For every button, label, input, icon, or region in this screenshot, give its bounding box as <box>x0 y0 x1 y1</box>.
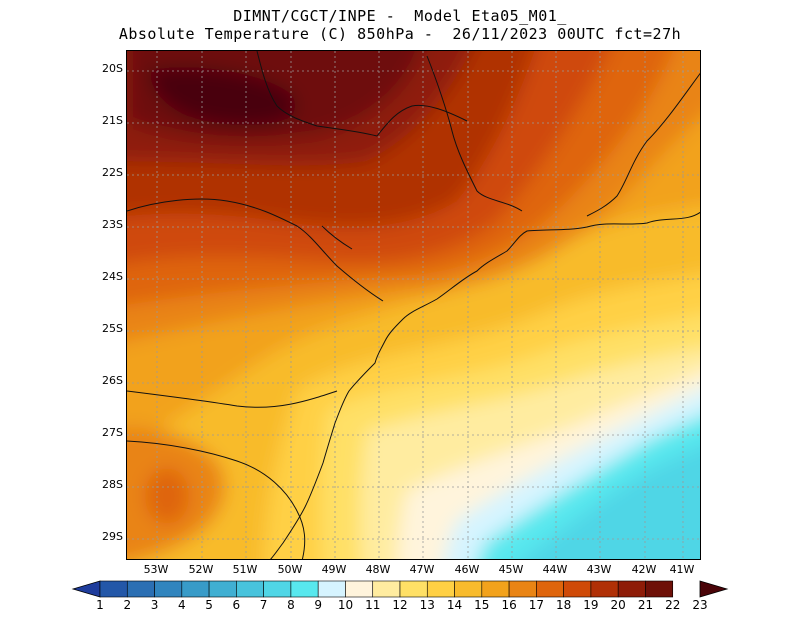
temperature-field-svg <box>127 51 700 559</box>
colorbar-label: 16 <box>501 598 517 612</box>
colorbar-swatch <box>236 580 264 598</box>
colorbar-swatch <box>426 580 455 598</box>
colorbar-swatch <box>454 580 483 598</box>
colorbar-swatch <box>617 580 646 598</box>
colorbar-swatch <box>154 580 183 598</box>
colorbar-label: 6 <box>232 598 241 612</box>
temperature-colorbar <box>71 580 729 598</box>
river-tiete <box>321 225 353 250</box>
lon-label-44w: 44W <box>542 563 568 576</box>
colorbar-swatch <box>208 580 237 598</box>
colorbar-swatch <box>645 580 674 598</box>
lat-label-24s: 24S <box>102 270 123 283</box>
lon-label-47w: 47W <box>409 563 435 576</box>
border-ms-mg <box>256 51 378 137</box>
colorbar-swatch <box>590 580 619 598</box>
colorbar-label: 7 <box>259 598 268 612</box>
colorbar-swatch <box>563 580 592 598</box>
colorbar-label: 5 <box>205 598 213 612</box>
colorbar-swatch <box>126 580 155 598</box>
lon-label-48w: 48W <box>365 563 391 576</box>
colorbar-label: 23 <box>692 598 708 612</box>
colorbar-label: 3 <box>150 598 159 612</box>
colorbar-label: 11 <box>365 598 381 612</box>
lon-label-53w: 53W <box>143 563 169 576</box>
border-sc-rs <box>127 440 306 559</box>
colorbar-label: 22 <box>665 598 681 612</box>
colorbar-label: 13 <box>419 598 435 612</box>
colorbar-swatch <box>399 580 428 598</box>
map-title-line-2: Absolute Temperature (C) 850hPa - 26/11/… <box>118 25 682 43</box>
lon-label-51w: 51W <box>232 563 258 576</box>
field-8c <box>522 446 700 559</box>
lat-label-26s: 26S <box>102 374 123 387</box>
lat-label-21s: 21S <box>102 114 123 127</box>
lon-label-52w: 52W <box>188 563 214 576</box>
colorbar-label: 19 <box>583 598 599 612</box>
lat-label-22s: 22S <box>102 166 123 179</box>
colorbar-swatch <box>317 580 346 598</box>
colorbar-label: 9 <box>314 598 322 612</box>
colorbar-swatches <box>99 580 674 598</box>
lon-label-43w: 43W <box>586 563 612 576</box>
lon-label-42w: 42W <box>631 563 657 576</box>
lat-label-28s: 28S <box>102 478 123 491</box>
coastline-and-borders <box>127 51 700 559</box>
temperature-map <box>126 50 701 560</box>
colorbar-swatch <box>345 580 374 598</box>
lat-label-23s: 23S <box>102 218 123 231</box>
colorbar-swatch <box>290 580 319 598</box>
border-rj-es <box>586 72 700 217</box>
border-mg-rj <box>426 55 523 212</box>
colorbar-swatch <box>481 580 510 598</box>
field-18c-sw <box>145 468 189 524</box>
colorbar-swatch <box>536 580 564 598</box>
lat-label-20s: 20S <box>102 62 123 75</box>
colorbar-label: 10 <box>337 598 354 612</box>
river-grande <box>376 104 468 137</box>
colorbar-arrow-low <box>71 580 101 598</box>
border-sp-pr <box>127 198 384 302</box>
lat-label-27s: 27S <box>102 426 123 439</box>
lon-label-49w: 49W <box>321 563 347 576</box>
coastline <box>270 211 700 559</box>
colorbar-label: 20 <box>610 598 626 612</box>
colorbar-swatch <box>99 580 128 598</box>
colorbar-label: 18 <box>555 598 572 612</box>
colorbar-label: 15 <box>474 598 490 612</box>
colorbar-label: 12 <box>392 598 408 612</box>
colorbar-label: 14 <box>446 598 463 612</box>
lon-label-46w: 46W <box>454 563 480 576</box>
colorbar-swatch <box>508 580 537 598</box>
colorbar-label: 17 <box>528 598 544 612</box>
lon-label-41w: 41W <box>669 563 695 576</box>
colorbar-swatch <box>263 580 292 598</box>
colorbar-label: 1 <box>96 598 104 612</box>
field-23c <box>147 67 297 126</box>
graticule <box>127 51 700 559</box>
colorbar-arrow-high <box>699 580 729 598</box>
lon-label-45w: 45W <box>498 563 524 576</box>
colorbar-label: 2 <box>123 598 132 612</box>
lat-label-25s: 25S <box>102 322 123 335</box>
border-pr-sc <box>127 390 338 408</box>
colorbar-label: 4 <box>177 598 186 612</box>
map-title-line-1: DIMNT/CGCT/INPE - Model Eta05_M01_ <box>233 7 567 25</box>
lon-label-50w: 50W <box>277 563 303 576</box>
temperature-field <box>127 51 700 559</box>
colorbar-swatch <box>372 580 401 598</box>
lat-label-29s: 29S <box>102 530 123 543</box>
colorbar-label: 8 <box>287 598 295 612</box>
colorbar-label: 21 <box>637 598 654 612</box>
colorbar-swatch <box>181 580 210 598</box>
